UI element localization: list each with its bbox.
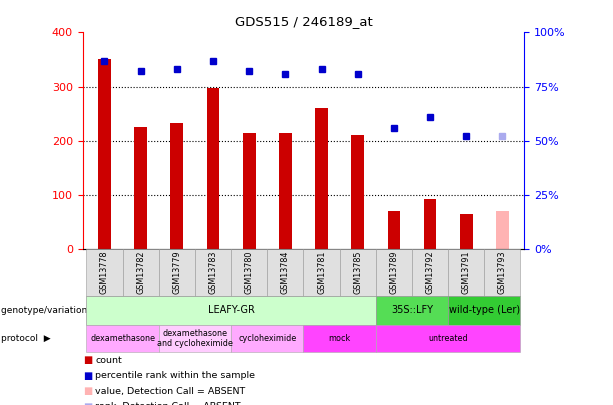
Bar: [460, 214, 473, 249]
Text: GSM13793: GSM13793: [498, 251, 507, 294]
Bar: [279, 132, 292, 249]
Text: protocol  ▶: protocol ▶: [1, 334, 51, 343]
Text: count: count: [95, 356, 122, 365]
Text: LEAFY-GR: LEAFY-GR: [208, 305, 254, 315]
Text: GSM13789: GSM13789: [389, 251, 398, 294]
Bar: [351, 135, 364, 249]
Title: GDS515 / 246189_at: GDS515 / 246189_at: [235, 15, 372, 28]
Bar: [134, 127, 147, 249]
Text: GSM13781: GSM13781: [317, 251, 326, 294]
Bar: [315, 108, 328, 249]
Text: GSM13780: GSM13780: [245, 251, 254, 294]
Text: wild-type (Ler): wild-type (Ler): [449, 305, 520, 315]
Bar: [243, 132, 256, 249]
Bar: [170, 124, 183, 249]
Text: GSM13792: GSM13792: [425, 251, 435, 294]
Text: value, Detection Call = ABSENT: value, Detection Call = ABSENT: [95, 387, 245, 396]
Text: genotype/variation  ▶: genotype/variation ▶: [1, 306, 100, 315]
Text: ■: ■: [83, 356, 92, 365]
Text: untreated: untreated: [428, 334, 468, 343]
Bar: [496, 211, 509, 249]
Text: ■: ■: [83, 386, 92, 396]
Text: GSM13785: GSM13785: [353, 251, 362, 294]
Text: ■: ■: [83, 371, 92, 381]
Text: dexamethasone: dexamethasone: [90, 334, 155, 343]
Text: ■: ■: [83, 402, 92, 405]
Bar: [387, 211, 400, 249]
Text: mock: mock: [329, 334, 351, 343]
Text: cycloheximide: cycloheximide: [238, 334, 296, 343]
Text: GSM13778: GSM13778: [100, 251, 109, 294]
Text: 35S::LFY: 35S::LFY: [391, 305, 433, 315]
Text: GSM13779: GSM13779: [172, 251, 181, 294]
Text: GSM13782: GSM13782: [136, 251, 145, 294]
Bar: [424, 199, 436, 249]
Text: dexamethasone
and cycloheximide: dexamethasone and cycloheximide: [157, 329, 233, 348]
Text: rank, Detection Call = ABSENT: rank, Detection Call = ABSENT: [95, 402, 241, 405]
Text: GSM13791: GSM13791: [462, 251, 471, 294]
Text: GSM13783: GSM13783: [208, 251, 218, 294]
Bar: [207, 88, 219, 249]
Text: GSM13784: GSM13784: [281, 251, 290, 294]
Bar: [98, 60, 111, 249]
Text: percentile rank within the sample: percentile rank within the sample: [95, 371, 255, 380]
